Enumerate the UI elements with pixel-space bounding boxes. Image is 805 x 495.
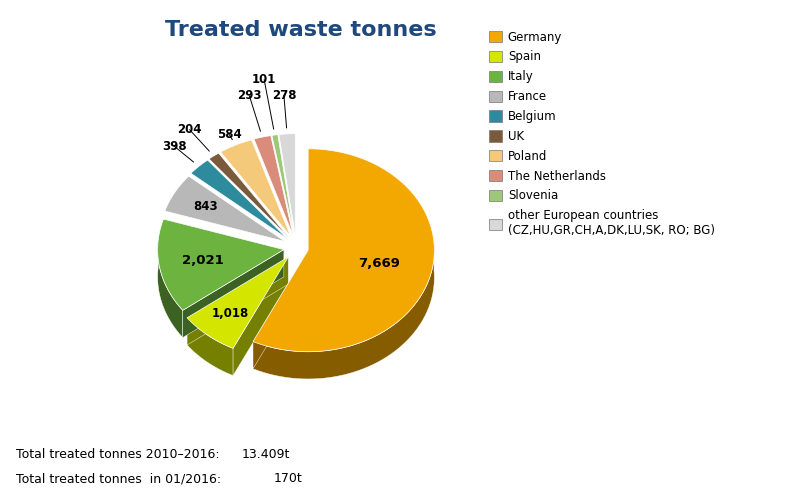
Text: 843: 843 [193,200,218,213]
Text: 7,669: 7,669 [358,257,400,270]
Polygon shape [165,176,285,242]
Text: 204: 204 [177,123,202,136]
Polygon shape [254,136,293,236]
Text: 101: 101 [252,73,276,86]
Text: Treated waste tonnes: Treated waste tonnes [165,20,436,40]
Text: 13.409t: 13.409t [242,448,290,461]
Polygon shape [191,160,287,239]
Polygon shape [187,257,288,348]
Polygon shape [253,250,308,369]
Polygon shape [187,257,288,345]
Polygon shape [253,243,435,379]
Text: 398: 398 [162,140,187,152]
Polygon shape [209,153,289,238]
Polygon shape [158,219,284,310]
Polygon shape [183,249,284,338]
Polygon shape [233,257,288,376]
Polygon shape [187,318,233,376]
Text: Total treated tonnes 2010–2016:: Total treated tonnes 2010–2016: [16,448,220,461]
Text: 293: 293 [237,89,262,102]
Text: 1,018: 1,018 [212,307,249,320]
Text: Total treated tonnes  in 01/2016:: Total treated tonnes in 01/2016: [16,472,221,485]
Legend: Germany, Spain, Italy, France, Belgium, UK, Poland, The Netherlands, Slovenia, o: Germany, Spain, Italy, France, Belgium, … [489,31,715,237]
Polygon shape [272,135,294,235]
Text: 278: 278 [271,89,296,102]
Text: 584: 584 [217,128,242,141]
Polygon shape [158,241,183,338]
Text: 2,021: 2,021 [182,254,224,267]
Polygon shape [221,140,291,237]
Polygon shape [253,149,435,352]
Text: 170t: 170t [274,472,303,485]
Polygon shape [279,134,295,235]
